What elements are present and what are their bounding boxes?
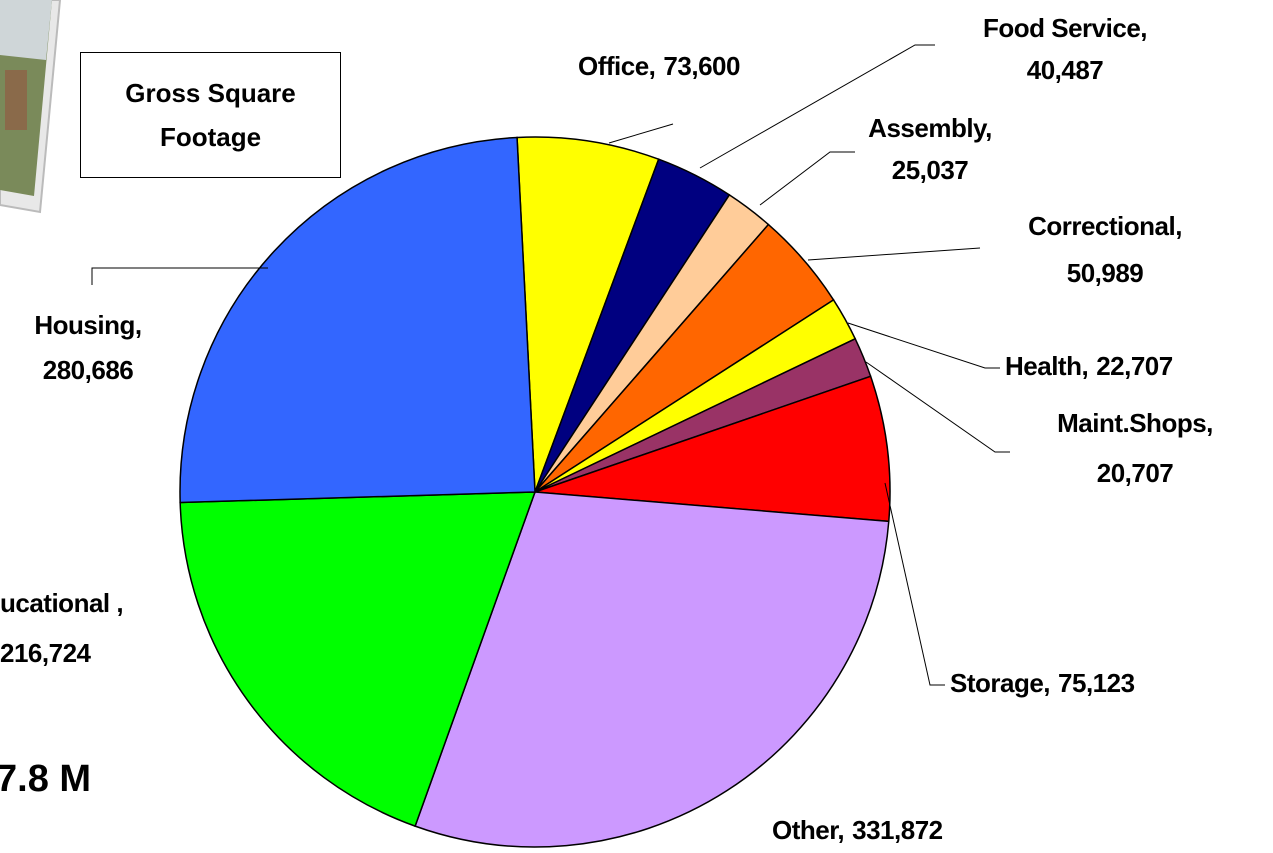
data-label-name: Other, — [772, 815, 844, 845]
data-label-value: 75,123 — [1058, 668, 1135, 698]
leader-line — [609, 124, 673, 143]
data-label: Storage, 75,123 — [950, 668, 1135, 698]
data-label-name: Storage, — [950, 668, 1050, 698]
data-label-name: ucational , — [0, 588, 123, 618]
data-label-name: Office, — [578, 51, 655, 81]
leader-line — [92, 268, 268, 285]
data-label-name: Maint.Shops, — [1057, 408, 1213, 438]
data-label-value: 40,487 — [1027, 55, 1104, 85]
leader-line — [866, 362, 1010, 452]
pie-slice — [180, 137, 535, 502]
data-label-name: Assembly, — [868, 113, 992, 143]
data-label-value: 25,037 — [892, 155, 969, 185]
data-label-value: 280,686 — [43, 355, 134, 385]
data-label-value: 73,600 — [663, 51, 740, 81]
data-label-name: Food Service, — [983, 13, 1147, 43]
data-label-name: Correctional, — [1028, 211, 1182, 241]
photo — [0, 0, 60, 212]
leader-line — [808, 248, 980, 260]
page: Office, 73,600 Food Service, 40,487 Assembly… — [0, 0, 1273, 853]
note: 7.8 M — [0, 758, 91, 801]
data-label: Health, 22,707 — [1005, 351, 1173, 381]
data-label-value: 22,707 — [1096, 351, 1173, 381]
leader-line — [760, 152, 855, 205]
data-label-value: 331,872 — [852, 815, 943, 845]
leader-line — [885, 483, 945, 685]
data-label-name: Housing, — [34, 310, 141, 340]
data-label: Office, 73,600 — [578, 51, 740, 81]
data-label-value: 20,707 — [1097, 458, 1174, 488]
data-label-value: 216,724 — [0, 638, 92, 668]
data-label: Other, 331,872 — [772, 815, 943, 845]
chart-title: Gross Square Footage — [80, 52, 341, 178]
leader-line — [848, 323, 1000, 368]
data-label-value: 50,989 — [1067, 258, 1144, 288]
data-label-name: Health, — [1005, 351, 1088, 381]
